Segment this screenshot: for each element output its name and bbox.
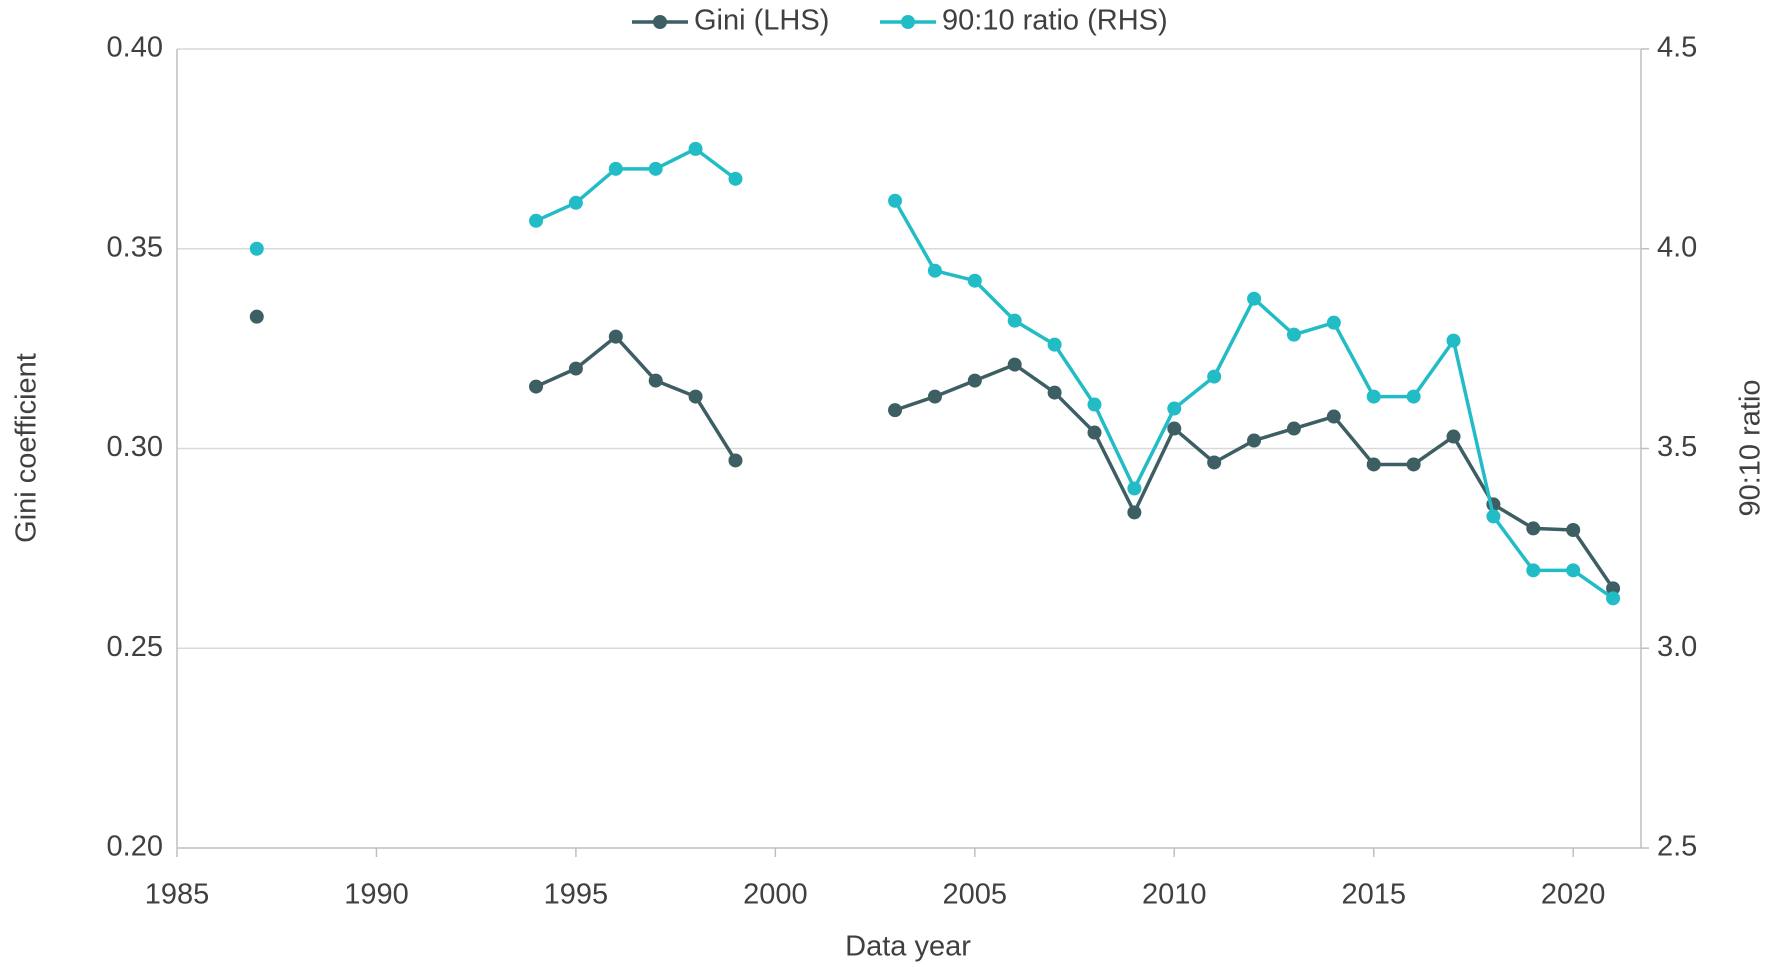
point — [927, 389, 942, 404]
point — [1446, 429, 1461, 444]
point — [568, 361, 583, 376]
point — [1366, 389, 1381, 404]
point — [1007, 357, 1022, 372]
y2-tick-label: 2.5 — [1657, 831, 1697, 863]
point — [1047, 385, 1062, 400]
point — [529, 213, 544, 228]
y-tick-label: 0.20 — [107, 831, 163, 863]
point — [1007, 313, 1022, 328]
point — [529, 379, 544, 394]
legend-marker — [653, 15, 667, 29]
point — [688, 141, 703, 156]
point — [1127, 505, 1142, 520]
point — [1207, 369, 1222, 384]
point — [648, 373, 663, 388]
x-tick-label: 2015 — [1341, 879, 1406, 911]
x-tick-label: 2020 — [1541, 879, 1606, 911]
point — [1087, 397, 1102, 412]
point — [1247, 433, 1262, 448]
y-tick-label: 0.40 — [107, 32, 163, 64]
x-tick-label: 1990 — [344, 879, 409, 911]
point — [888, 403, 903, 418]
y-tick-label: 0.35 — [107, 231, 163, 263]
point — [608, 329, 623, 344]
point — [1406, 457, 1421, 472]
x-tick-label: 2010 — [1142, 879, 1207, 911]
point — [648, 161, 663, 176]
point — [1366, 457, 1381, 472]
point — [688, 389, 703, 404]
x-tick-label: 1985 — [145, 879, 210, 911]
point — [1047, 337, 1062, 352]
point — [1326, 315, 1341, 330]
point — [568, 195, 583, 210]
x-tick-label: 2005 — [943, 879, 1008, 911]
point — [728, 453, 743, 468]
point — [1167, 401, 1182, 416]
y2-axis-title: 90:10 ratio — [1735, 379, 1767, 516]
point — [1326, 409, 1341, 424]
point — [888, 193, 903, 208]
y2-tick-label: 3.0 — [1657, 631, 1697, 663]
point — [1446, 333, 1461, 348]
y-tick-label: 0.30 — [107, 431, 163, 463]
point — [249, 241, 264, 256]
point — [1526, 521, 1541, 536]
point — [1486, 509, 1501, 524]
y-tick-label: 0.25 — [107, 631, 163, 663]
point — [1286, 421, 1301, 436]
y2-tick-label: 4.0 — [1657, 231, 1697, 263]
legend-label: Gini (LHS) — [694, 5, 829, 37]
point — [927, 263, 942, 278]
point — [249, 309, 264, 324]
point — [1526, 563, 1541, 578]
point — [1247, 291, 1262, 306]
point — [608, 161, 623, 176]
point — [1406, 389, 1421, 404]
x-tick-label: 1995 — [544, 879, 609, 911]
legend-marker — [901, 15, 915, 29]
point — [1566, 522, 1581, 537]
legend-label: 90:10 ratio (RHS) — [942, 5, 1168, 37]
point — [1167, 421, 1182, 436]
point — [1606, 591, 1621, 606]
point — [1207, 455, 1222, 470]
point — [1566, 563, 1581, 578]
point — [1127, 481, 1142, 496]
y2-tick-label: 3.5 — [1657, 431, 1697, 463]
y-axis-title: Gini coefficient — [11, 353, 43, 543]
point — [967, 273, 982, 288]
y2-tick-label: 4.5 — [1657, 32, 1697, 64]
point — [1087, 425, 1102, 440]
x-tick-label: 2000 — [743, 879, 808, 911]
point — [728, 171, 743, 186]
point — [967, 373, 982, 388]
point — [1286, 327, 1301, 342]
x-axis-title: Data year — [845, 931, 971, 963]
point — [1606, 581, 1621, 596]
